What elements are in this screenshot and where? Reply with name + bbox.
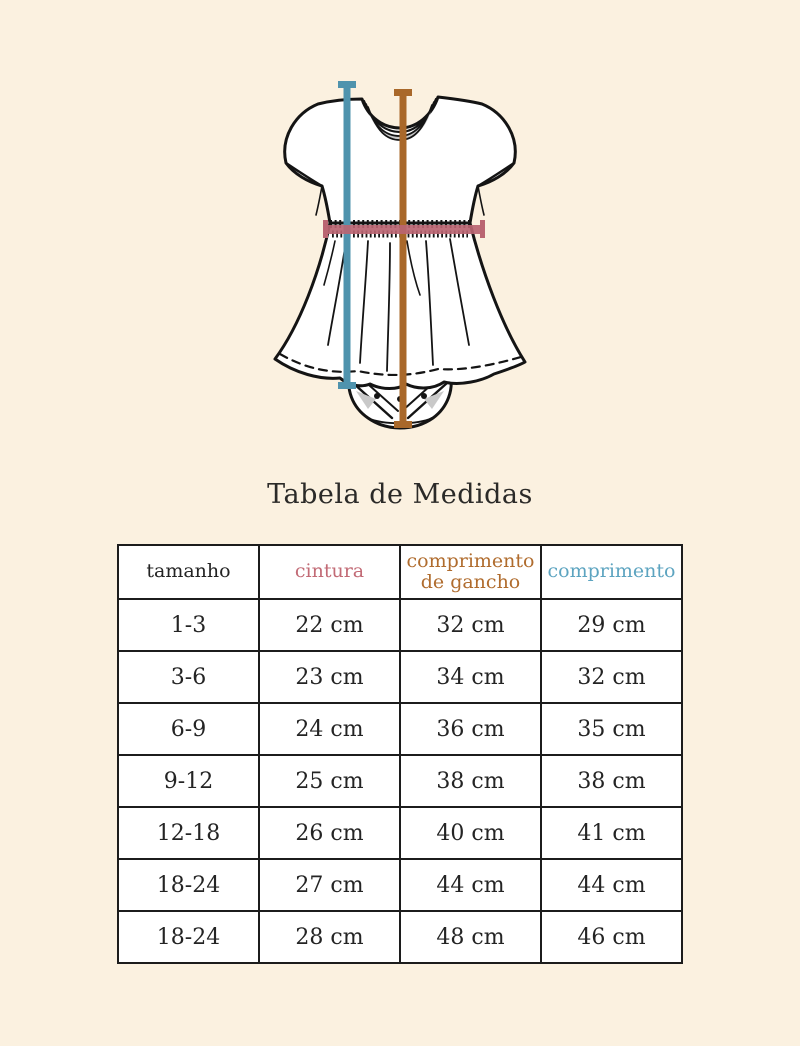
cell-gancho: 48 cm <box>399 910 542 965</box>
cell-gancho: 32 cm <box>399 598 542 653</box>
cell-tamanho: 12-18 <box>117 806 260 861</box>
crotch-length-measure-line <box>394 89 412 428</box>
dress-diagram <box>0 0 800 445</box>
cell-gancho: 38 cm <box>399 754 542 809</box>
cell-gancho: 36 cm <box>399 702 542 757</box>
page-title: Tabela de Medidas <box>267 479 533 510</box>
cell-cintura: 26 cm <box>258 806 401 861</box>
cell-tamanho: 6-9 <box>117 702 260 757</box>
measurements-table: tamanho cintura comprimento de gancho co… <box>117 544 683 965</box>
cell-tamanho: 18-24 <box>117 910 260 965</box>
cell-tamanho: 1-3 <box>117 598 260 653</box>
cell-comprimento: 35 cm <box>540 702 683 757</box>
header-row: tamanho cintura comprimento de gancho co… <box>117 544 683 601</box>
cell-comprimento: 41 cm <box>540 806 683 861</box>
cell-comprimento: 44 cm <box>540 858 683 913</box>
hem-dashed-line <box>278 352 523 377</box>
cell-cintura: 27 cm <box>258 858 401 913</box>
cell-gancho: 44 cm <box>399 858 542 913</box>
dress-illustration <box>273 81 527 430</box>
cell-cintura: 24 cm <box>258 702 401 757</box>
cell-comprimento: 32 cm <box>540 650 683 705</box>
cell-comprimento: 38 cm <box>540 754 683 809</box>
column-header-comprimento: comprimento <box>540 544 683 601</box>
table-row: 1-3 22 cm 32 cm 29 cm <box>117 598 683 653</box>
cell-cintura: 23 cm <box>258 650 401 705</box>
cell-gancho: 40 cm <box>399 806 542 861</box>
waist-measure-line <box>323 220 485 238</box>
column-header-cintura: cintura <box>258 544 401 601</box>
cell-cintura: 22 cm <box>258 598 401 653</box>
cell-cintura: 28 cm <box>258 910 401 965</box>
cell-tamanho: 18-24 <box>117 858 260 913</box>
cell-tamanho: 3-6 <box>117 650 260 705</box>
column-header-tamanho: tamanho <box>117 544 260 601</box>
cell-tamanho: 9-12 <box>117 754 260 809</box>
table-row: 18-24 27 cm 44 cm 44 cm <box>117 858 683 913</box>
length-measure-line <box>338 81 356 389</box>
cell-gancho: 34 cm <box>399 650 542 705</box>
table-row: 9-12 25 cm 38 cm 38 cm <box>117 754 683 809</box>
cell-cintura: 25 cm <box>258 754 401 809</box>
cell-comprimento: 46 cm <box>540 910 683 965</box>
cell-comprimento: 29 cm <box>540 598 683 653</box>
table-row: 12-18 26 cm 40 cm 41 cm <box>117 806 683 861</box>
table-row: 6-9 24 cm 36 cm 35 cm <box>117 702 683 757</box>
column-header-gancho: comprimento de gancho <box>399 544 542 601</box>
table-row: 18-24 28 cm 48 cm 46 cm <box>117 910 683 965</box>
snap-button <box>374 393 380 399</box>
table-row: 3-6 23 cm 34 cm 32 cm <box>117 650 683 705</box>
snap-button <box>421 393 427 399</box>
